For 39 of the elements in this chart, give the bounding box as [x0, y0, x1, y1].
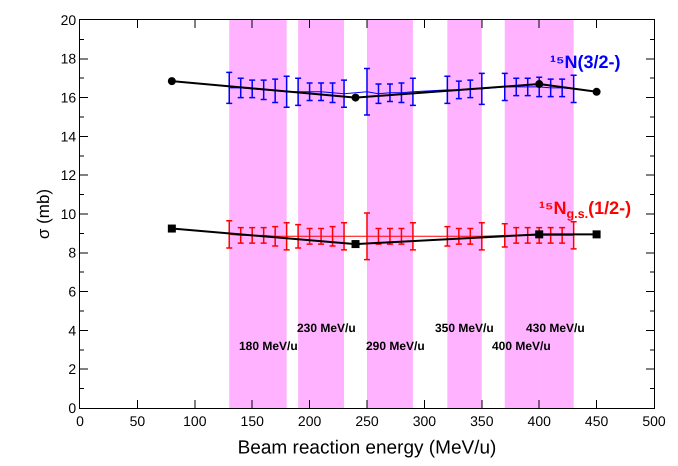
x-tick-label: 400: [528, 412, 552, 429]
band-label: 400 MeV/u: [492, 339, 551, 353]
band-label: 290 MeV/u: [366, 339, 425, 353]
point: [535, 80, 544, 88]
band-label: 230 MeV/u: [297, 321, 356, 335]
y-tick-label: 0: [68, 400, 76, 416]
x-tick-label: 150: [240, 412, 264, 429]
x-tick-label: 50: [130, 412, 146, 429]
y-tick-label: 10: [60, 206, 76, 222]
point: [168, 77, 176, 86]
series-label: ¹⁵N$_{g.s.}$(1/2-): [539, 198, 632, 221]
point: [352, 94, 360, 102]
band-label: 430 MeV/u: [526, 321, 585, 335]
point: [168, 224, 176, 233]
y-tick-label: 16: [60, 90, 76, 106]
y-tick-label: 12: [60, 167, 76, 184]
y-tick-label: 8: [68, 244, 76, 261]
x-tick-label: 250: [355, 412, 379, 429]
x-tick-label: 500: [642, 412, 666, 429]
y-axis-title: σ (mb): [34, 188, 54, 240]
x-tick-label: 200: [298, 412, 322, 429]
point: [352, 240, 360, 248]
y-tick-label: 2: [68, 361, 76, 378]
y-tick-label: 18: [60, 50, 76, 67]
point: [592, 230, 601, 238]
point: [592, 88, 601, 96]
series-label: ¹⁵N(3/2-): [550, 52, 620, 72]
y-tick-label: 4: [68, 322, 76, 338]
y-tick-label: 6: [68, 284, 76, 300]
x-axis-title: Beam reaction energy (MeV/u): [238, 438, 496, 459]
y-tick-label: 14: [60, 128, 76, 144]
point: [535, 230, 544, 238]
band-label: 350 MeV/u: [435, 321, 494, 335]
band-label: 180 MeV/u: [239, 339, 298, 353]
x-tick-label: 300: [412, 412, 436, 429]
x-tick-label: 450: [584, 412, 608, 429]
y-tick-label: 20: [60, 12, 76, 28]
x-tick-label: 100: [183, 412, 207, 429]
x-tick-label: 350: [470, 412, 494, 429]
